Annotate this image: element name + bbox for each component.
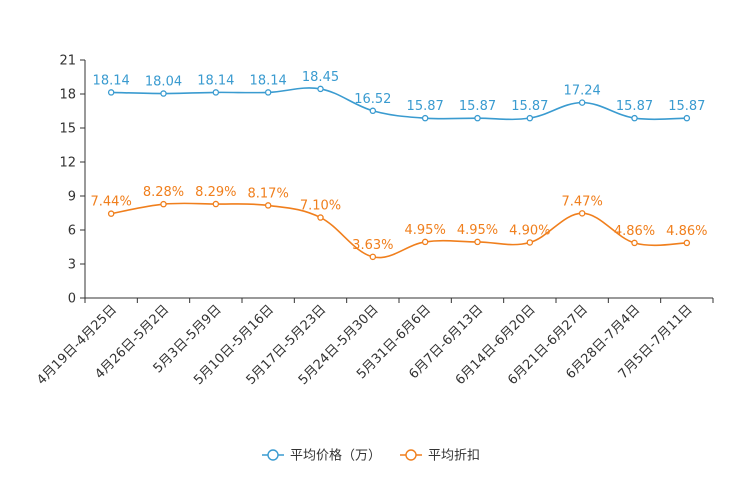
data-point	[683, 239, 691, 247]
series-1: 7.44% 8.28% 8.29% 8.17% 7.10% 3.63% 4.95% 4.95%…	[91, 185, 707, 261]
y-tick-label: 9	[68, 190, 76, 205]
data-point	[421, 238, 429, 246]
data-point	[107, 89, 115, 96]
data-point	[578, 210, 586, 217]
y-tick-label: 15	[59, 122, 76, 137]
data-point	[107, 210, 115, 217]
data-point	[526, 114, 534, 122]
data-label: 7.47%	[562, 194, 603, 209]
data-label: 15.87	[511, 99, 548, 114]
y-tick-label: 12	[59, 156, 76, 171]
series-line	[111, 87, 687, 121]
data-point	[631, 239, 638, 247]
data-point	[212, 200, 220, 208]
data-point	[264, 89, 272, 96]
data-point	[683, 114, 691, 122]
data-label: 8.29%	[195, 185, 236, 200]
data-label: 8.28%	[143, 185, 184, 200]
data-label: 18.45	[302, 70, 339, 85]
data-point	[631, 114, 638, 122]
data-point	[160, 90, 167, 97]
data-label: 15.87	[668, 99, 705, 114]
series-0: 18.14 18.04 18.14 18.14 18.45 16.52 15.87 15.87…	[93, 70, 705, 122]
data-point	[317, 85, 324, 93]
legend-label: 平均折扣	[428, 449, 480, 464]
y-tick-label: 6	[68, 224, 76, 239]
legend-item-1: 平均折扣	[400, 449, 480, 464]
data-point	[474, 114, 481, 122]
data-point	[369, 107, 377, 115]
data-label: 18.14	[93, 73, 130, 88]
data-label: 17.24	[564, 84, 601, 99]
data-label: 15.87	[459, 99, 496, 114]
data-label: 7.44%	[91, 195, 132, 210]
data-point	[578, 99, 586, 106]
legend-marker-icon	[405, 449, 417, 461]
data-point	[526, 239, 534, 246]
data-label: 15.87	[616, 99, 653, 114]
data-label: 18.14	[250, 73, 287, 88]
legend-marker-icon	[267, 449, 279, 461]
data-point	[421, 114, 429, 122]
legend-label: 平均价格（万）	[290, 448, 381, 464]
data-point	[264, 202, 272, 209]
legend: 平均价格（万） 平均折扣	[262, 448, 480, 464]
data-label: 3.63%	[352, 238, 393, 253]
y-tick-label: 0	[68, 292, 76, 307]
legend-item-0: 平均价格（万）	[262, 448, 381, 464]
data-label: 8.17%	[248, 186, 289, 201]
data-label: 4.95%	[405, 223, 446, 238]
series-layer: 18.14 18.04 18.14 18.14 18.45 16.52 15.87 15.87…	[91, 70, 707, 261]
y-tick-label: 21	[59, 54, 76, 69]
data-point	[474, 238, 481, 246]
data-label: 4.86%	[666, 224, 707, 239]
data-label: 4.95%	[457, 223, 498, 238]
data-label: 16.52	[354, 92, 391, 107]
data-label: 18.04	[145, 75, 182, 90]
data-point	[160, 200, 167, 208]
data-label: 7.10%	[300, 199, 341, 214]
y-tick-label: 18	[59, 88, 76, 103]
data-point	[369, 253, 377, 261]
data-label: 4.90%	[509, 223, 550, 238]
data-point	[212, 89, 220, 96]
y-axis: 0 3 6 9 12 15 18 21	[59, 54, 86, 307]
data-label: 4.86%	[614, 224, 655, 239]
data-point	[317, 214, 324, 221]
data-label: 15.87	[407, 99, 444, 114]
data-label: 18.14	[197, 73, 234, 88]
x-axis: 4月19日-4月25日4月26日-5月2日5月3日-5月9日5月10日-5月16…	[34, 297, 714, 388]
series-line	[111, 202, 687, 259]
y-tick-label: 3	[68, 258, 76, 273]
